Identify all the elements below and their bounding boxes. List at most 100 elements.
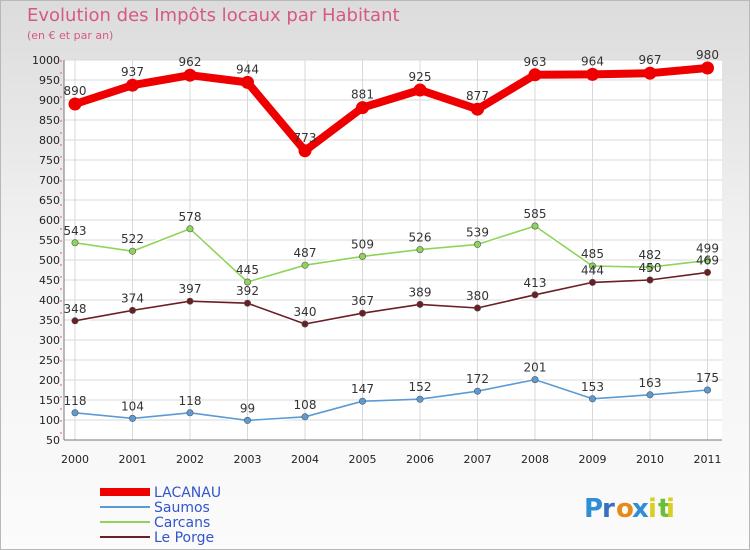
data-point [244, 416, 252, 424]
data-label: 881 [351, 88, 374, 102]
x-tick-label: 2010 [636, 453, 664, 466]
data-point [473, 304, 481, 312]
data-label: 890 [64, 84, 87, 98]
y-tick-label: 550 [39, 234, 60, 247]
data-label: 413 [524, 276, 547, 290]
data-point [531, 222, 539, 230]
data-label: 152 [409, 380, 432, 394]
data-point [588, 395, 596, 403]
data-label: 397 [179, 282, 202, 296]
y-tick-label: 50 [46, 434, 60, 447]
data-label: 118 [179, 394, 202, 408]
data-point [186, 225, 194, 233]
logo-letter: P [584, 494, 603, 524]
x-tick-label: 2003 [234, 453, 262, 466]
logo-letter: r [602, 494, 615, 524]
y-tick-label: 250 [39, 354, 60, 367]
data-point [244, 299, 252, 307]
y-tick-label: 400 [39, 294, 60, 307]
data-label: 539 [466, 225, 489, 239]
data-point [703, 256, 711, 264]
data-point [473, 387, 481, 395]
data-label: 526 [409, 231, 432, 245]
data-label: 147 [351, 382, 374, 396]
data-point [129, 306, 137, 314]
proxiti-logo: Pr ox i ti [584, 494, 675, 524]
data-point [129, 247, 137, 255]
data-point [71, 317, 79, 325]
data-point [416, 395, 424, 403]
data-label: 962 [179, 55, 202, 69]
y-tick-label: 450 [39, 274, 60, 287]
data-point [241, 75, 254, 89]
data-label: 118 [64, 394, 87, 408]
data-label: 172 [466, 372, 489, 386]
data-point [646, 276, 654, 284]
data-label: 340 [294, 305, 317, 319]
data-label: 578 [179, 210, 202, 224]
data-point [703, 268, 711, 276]
data-point [358, 252, 366, 260]
series-layer [68, 61, 714, 424]
y-tick-label: 300 [39, 334, 60, 347]
data-label: 108 [294, 398, 317, 412]
series-line [74, 271, 709, 325]
x-tick-label: 2005 [349, 453, 377, 466]
chart-subtitle: (en € et par an) [27, 29, 114, 42]
series-line [74, 378, 709, 422]
data-label: 877 [466, 89, 489, 103]
legend-label: Le Porge [154, 530, 214, 546]
x-tick-label: 2001 [119, 453, 147, 466]
data-point [301, 261, 309, 269]
x-tick-label: 2007 [464, 453, 492, 466]
data-label: 104 [121, 399, 144, 413]
x-tick-label: 2008 [521, 453, 549, 466]
data-label: 445 [236, 263, 259, 277]
data-label: 585 [524, 207, 547, 221]
y-tick-label: 800 [39, 134, 60, 147]
data-label: 163 [639, 376, 662, 390]
data-point [703, 386, 711, 394]
series-carcans [71, 222, 711, 286]
data-label: 201 [524, 361, 547, 375]
data-label: 392 [236, 284, 259, 298]
data-label: 967 [639, 53, 662, 67]
y-tick-label: 900 [39, 94, 60, 107]
y-tick-label: 350 [39, 314, 60, 327]
data-label: 963 [524, 55, 547, 69]
data-point [646, 391, 654, 399]
series-lacanau [68, 61, 714, 158]
x-tick-label: 2011 [694, 453, 722, 466]
x-tick-label: 2004 [291, 453, 319, 466]
data-labels: 118 104 118 99 108 147 152 172 201 153 163 175 348 37… [64, 48, 719, 415]
data-label: 773 [294, 131, 317, 145]
data-point [186, 409, 194, 417]
data-label: 487 [294, 246, 317, 260]
x-tick-label: 2009 [579, 453, 607, 466]
data-point [298, 144, 312, 158]
data-label: 944 [236, 62, 259, 76]
data-point [358, 309, 366, 317]
data-point [643, 66, 657, 80]
data-label: 937 [121, 65, 144, 79]
data-label: 348 [64, 302, 87, 316]
data-label: 485 [581, 247, 604, 261]
y-tick-label: 500 [39, 254, 60, 267]
data-point [129, 414, 137, 422]
data-point [588, 262, 596, 270]
grid [64, 59, 722, 441]
data-label: 380 [466, 289, 489, 303]
data-point [71, 409, 79, 417]
data-point [471, 102, 484, 116]
logo-letter: x [632, 494, 649, 524]
data-point [244, 278, 252, 286]
data-label: 499 [696, 241, 719, 255]
data-point [531, 376, 539, 384]
y-tick-label: 200 [39, 374, 60, 387]
data-label: 367 [351, 294, 374, 308]
series-line [74, 225, 709, 283]
series-line [71, 64, 712, 155]
data-point [301, 320, 309, 328]
axes: 50 100 150 200 250 300 350 400 450 500 550 600 650 70… [32, 54, 722, 466]
